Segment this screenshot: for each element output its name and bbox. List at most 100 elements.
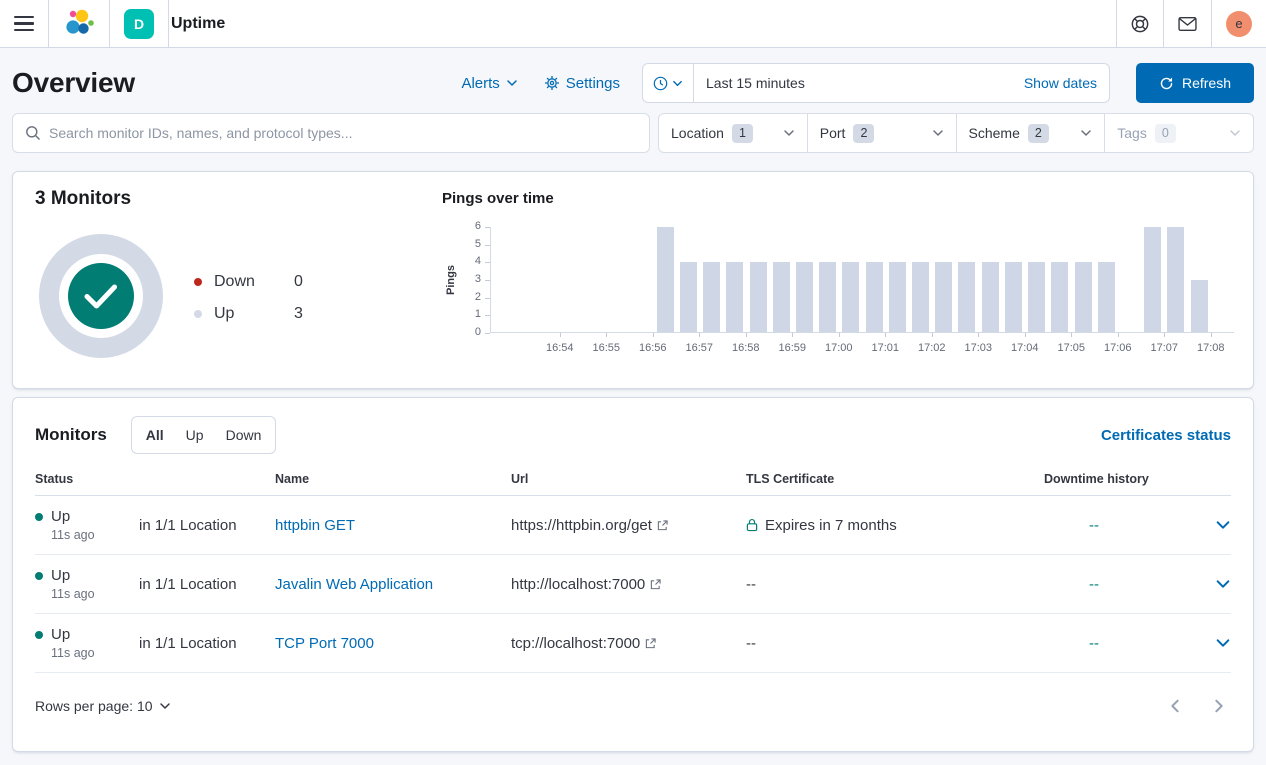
external-link-icon[interactable] — [657, 519, 668, 531]
up-status-dot-icon — [35, 512, 43, 521]
monitors-table: Status Name Url TLS Certificate Downtime… — [35, 462, 1231, 739]
filter-label: Location — [671, 125, 724, 141]
time-range-value[interactable]: Last 15 minutes — [706, 75, 805, 91]
status-text: Up — [51, 626, 71, 643]
filter-location[interactable]: Location 1 — [659, 114, 808, 152]
y-tick-mark — [485, 227, 490, 228]
pings-y-axis: 6 5 4 3 2 1 0 — [460, 220, 490, 338]
date-picker: Last 15 minutes Show dates — [642, 63, 1110, 103]
column-status: Status — [35, 471, 74, 486]
ping-bar — [679, 262, 697, 332]
rows-per-page-label: Rows per page: 10 — [35, 698, 153, 714]
filter-label: Tags — [1117, 125, 1147, 141]
column-downtime: Downtime history — [1044, 471, 1149, 486]
ping-bar — [1074, 262, 1092, 332]
alerts-button[interactable]: Alerts — [461, 75, 517, 92]
ping-bar — [1144, 227, 1162, 332]
downtime-cell: -- — [1089, 634, 1099, 652]
x-tick-label: 17:04 — [1010, 342, 1039, 354]
certificates-status-link[interactable]: Certificates status — [1100, 426, 1231, 444]
external-link-icon[interactable] — [650, 578, 661, 590]
status-donut-chart — [39, 234, 163, 358]
status-legend: Down 0 Up 3 — [194, 270, 303, 334]
x-tick-mark — [745, 333, 747, 337]
ping-bar — [1097, 262, 1115, 332]
column-tls: TLS Certificate — [746, 471, 835, 486]
newsfeed-icon[interactable] — [1164, 0, 1211, 47]
expand-row-chevron-icon[interactable] — [1215, 517, 1231, 533]
space-selector[interactable]: D — [110, 0, 168, 47]
refresh-button[interactable]: Refresh — [1136, 63, 1254, 103]
refresh-label: Refresh — [1181, 75, 1232, 91]
location-cell: in 1/1 Location — [139, 634, 237, 652]
y-tick-label: 4 — [474, 255, 481, 268]
settings-label: Settings — [565, 74, 620, 92]
up-dot-icon — [194, 310, 202, 318]
elastic-logo-icon[interactable] — [49, 0, 109, 47]
pings-plot — [490, 227, 1234, 333]
expand-row-chevron-icon[interactable] — [1215, 635, 1231, 651]
tls-cell: -- — [746, 575, 756, 593]
tls-cell: -- — [746, 634, 756, 652]
x-tick-label: 16:54 — [545, 342, 574, 354]
table-row: Up 11s ago in 1/1 Location TCP Port 7000… — [35, 614, 1231, 673]
legend-label: Up — [214, 305, 235, 322]
x-tick-label: 17:03 — [964, 342, 993, 354]
quick-select-button[interactable] — [643, 64, 694, 102]
filter-count-badge: 2 — [1027, 123, 1049, 143]
x-tick-mark — [978, 333, 980, 337]
monitor-name-link[interactable]: TCP Port 7000 — [275, 634, 374, 652]
expand-row-chevron-icon[interactable] — [1215, 576, 1231, 592]
next-page-button[interactable] — [1211, 698, 1227, 714]
help-icon[interactable] — [1117, 0, 1163, 47]
app-title[interactable]: Uptime — [171, 14, 226, 32]
divider — [48, 0, 49, 47]
avatar[interactable]: e — [1226, 10, 1252, 37]
user-menu[interactable]: e — [1212, 0, 1266, 47]
elastic-logo — [66, 9, 94, 34]
legend-label: Down — [214, 273, 255, 290]
ping-bar — [958, 262, 976, 332]
ping-bar — [935, 262, 953, 332]
x-tick-mark — [606, 333, 608, 337]
legend-value: 0 — [294, 273, 303, 290]
check-icon — [84, 284, 117, 309]
alerts-label: Alerts — [461, 74, 500, 92]
x-tick-mark — [1210, 333, 1212, 337]
y-tick-mark — [485, 262, 490, 264]
rows-per-page-button[interactable]: Rows per page: 10 — [35, 698, 171, 714]
previous-page-button[interactable] — [1167, 698, 1183, 714]
search-input[interactable] — [49, 125, 637, 141]
ping-bar — [1167, 227, 1185, 332]
filter-port[interactable]: Port 2 — [808, 114, 957, 152]
filter-count-badge: 1 — [731, 123, 753, 143]
x-tick-mark — [885, 333, 887, 337]
external-link-icon[interactable] — [645, 637, 656, 649]
x-tick-label: 17:01 — [871, 342, 900, 354]
legend-row-down: Down 0 — [194, 270, 303, 294]
settings-button[interactable]: Settings — [544, 75, 620, 92]
x-tick-label: 17:00 — [824, 342, 853, 354]
pings-x-axis: 16:54 16:55 16:56 16:57 16:58 16:59 17:00 17:01… — [490, 333, 1234, 367]
tab-all[interactable]: All — [145, 427, 164, 443]
menu-icon[interactable] — [0, 0, 48, 47]
ping-bar — [795, 262, 813, 332]
x-tick-mark — [1164, 333, 1166, 337]
show-dates-button[interactable]: Show dates — [1023, 75, 1097, 91]
chevron-down-icon — [159, 703, 170, 709]
filter-scheme[interactable]: Scheme 2 — [957, 114, 1106, 152]
space-badge[interactable]: D — [124, 8, 154, 39]
column-url: Url — [511, 471, 529, 486]
x-tick-label: 16:59 — [778, 342, 807, 354]
x-tick-label: 16:56 — [638, 342, 667, 354]
tab-down[interactable]: Down — [225, 427, 262, 443]
x-tick-mark — [1117, 333, 1119, 337]
tab-up[interactable]: Up — [185, 427, 204, 443]
divider — [109, 0, 110, 47]
status-text: Up — [51, 567, 71, 584]
ping-bar — [981, 262, 999, 332]
monitor-name-link[interactable]: httpbin GET — [275, 516, 356, 534]
downtime-cell: -- — [1089, 516, 1099, 534]
monitor-name-link[interactable]: Javalin Web Application — [275, 575, 434, 593]
